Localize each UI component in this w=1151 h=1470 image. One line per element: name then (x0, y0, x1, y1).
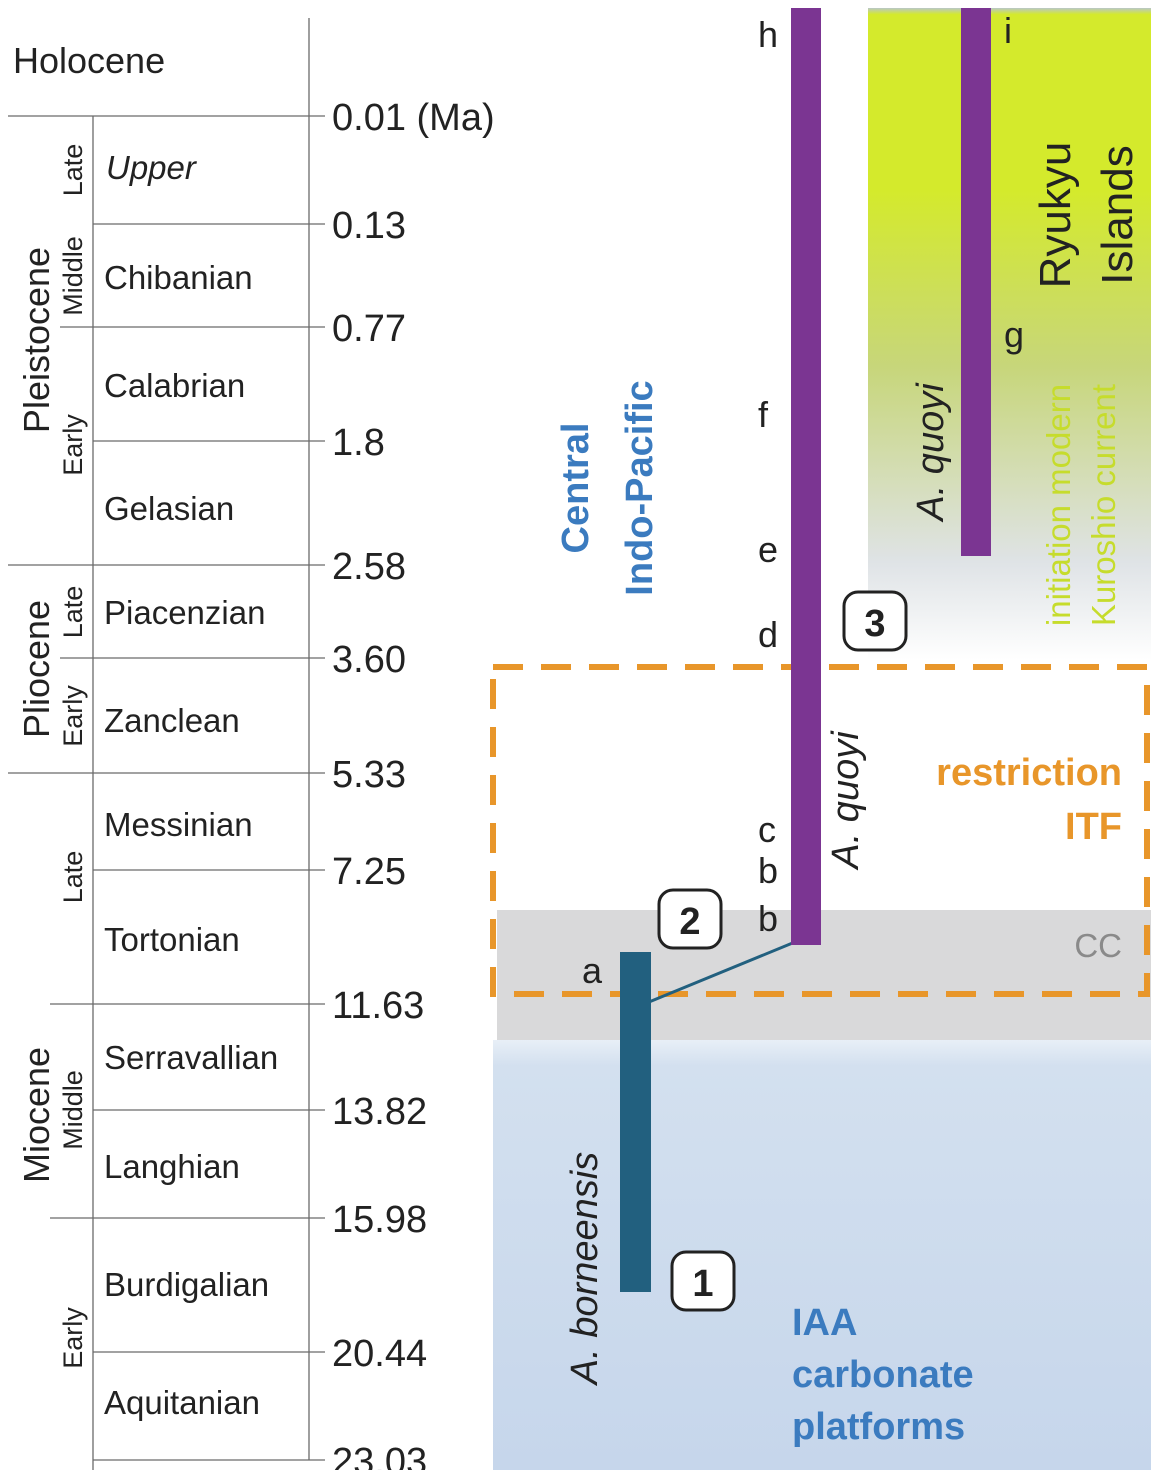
range-bar-quoyi-ryukyu (961, 8, 991, 556)
text-line: Islands (1093, 145, 1142, 284)
taxon-label: A. quoyi (825, 730, 867, 871)
taxon-label: A. quoyi (910, 382, 952, 523)
ryukyu-panel (868, 8, 1151, 660)
cc-label: CC (1074, 927, 1122, 964)
boundary-age-label: 15.98 (332, 1199, 427, 1241)
stage-label: Gelasian (104, 490, 234, 527)
iaa-carbonate-label: IAA carbonate platforms (792, 1302, 974, 1448)
text-line: platforms (792, 1406, 965, 1448)
iaa-platform-panel (493, 1040, 1151, 1470)
cc-band (497, 910, 1151, 1040)
stage-label: Messinian (104, 806, 253, 843)
occurrence-letter: g (1004, 314, 1024, 355)
stage-label: Upper (106, 149, 198, 186)
boundary-age-label: 7.25 (332, 851, 406, 893)
stage-label: Serravallian (104, 1039, 278, 1076)
occurrence-letter: c (758, 809, 776, 850)
occurrence-letter: f (758, 394, 769, 435)
itf-restriction-label: restriction ITF (936, 752, 1122, 848)
ryukyu-islands-label: Ryukyu Islands (1031, 142, 1142, 289)
epoch-label: Pleistocene (16, 247, 57, 433)
epoch-label: Pliocene (16, 600, 57, 738)
occurrence-letter: h (758, 14, 778, 55)
range-bar-borneensis (620, 952, 651, 1292)
boundary-age-label: 0.77 (332, 308, 406, 350)
kuroshio-current-label: initiation modern Kuroshio current (1040, 384, 1122, 626)
text-line: initiation modern (1040, 384, 1077, 626)
lineage-link (648, 940, 796, 1004)
occurrence-letter: b (758, 898, 778, 939)
boundary-age-label: 0.13 (332, 205, 406, 247)
range-bar-quoyi-cip (791, 8, 821, 945)
occurrence-letter: i (1004, 10, 1012, 51)
stage-label: Calabrian (104, 367, 245, 404)
text-line: carbonate (792, 1354, 974, 1396)
text-line: Ryukyu (1031, 142, 1080, 289)
stage-label: Chibanian (104, 259, 253, 296)
subepoch-label: Late (58, 586, 88, 639)
occurrence-letter: d (758, 614, 778, 655)
boundary-age-label: 2.58 (332, 546, 406, 588)
itf-restriction-box (490, 664, 1150, 997)
occurrence-letter: a (582, 950, 603, 991)
epoch-label: Holocene (13, 40, 165, 81)
stage-label: Aquitanian (104, 1384, 260, 1421)
subepoch-label: Late (58, 851, 88, 904)
text-line: ITF (1065, 806, 1122, 848)
event-badge-label: 1 (692, 1263, 713, 1305)
boundary-age-label: 0.01 (Ma) (332, 97, 495, 139)
text-line: Kuroshio current (1085, 384, 1122, 626)
boundary-age-label: 11.63 (332, 985, 424, 1027)
boundary-age-label: 23.03 (332, 1441, 427, 1470)
epoch-label: Miocene (16, 1047, 57, 1183)
event-badge-2 (657, 888, 723, 950)
stage-label: Burdigalian (104, 1266, 269, 1303)
boundary-age-label: 20.44 (332, 1333, 427, 1375)
occurrence-letter: b (758, 850, 778, 891)
subepoch-label: Late (58, 144, 88, 197)
text-line: Indo-Pacific (619, 380, 661, 595)
stage-label: Piacenzian (104, 594, 265, 631)
stage-label: Langhian (104, 1148, 240, 1185)
text-line: Central (555, 423, 597, 554)
event-badge-1 (670, 1250, 736, 1312)
event-badge-label: 3 (864, 603, 885, 645)
boundary-age-label: 1.8 (332, 422, 385, 464)
subepoch-label: Early (58, 1307, 88, 1369)
subepoch-label: Early (58, 685, 88, 747)
event-badge-3 (842, 590, 908, 652)
event-badge-label: 2 (679, 901, 700, 943)
time-scale-table (8, 18, 325, 1470)
boundary-age-label: 5.33 (332, 754, 406, 796)
text-line: IAA (792, 1302, 857, 1344)
occurrence-letter: e (758, 529, 778, 570)
stage-label: Zanclean (104, 702, 240, 739)
subepoch-label: Early (58, 414, 88, 476)
subepoch-label: Middle (58, 236, 88, 316)
taxon-label: A. borneensis (564, 1152, 606, 1386)
stage-label: Tortonian (104, 921, 240, 958)
subepoch-label: Middle (58, 1070, 88, 1150)
boundary-age-label: 13.82 (332, 1091, 427, 1133)
text-line: restriction (936, 752, 1122, 794)
boundary-age-label: 3.60 (332, 639, 406, 681)
central-indo-pacific-label: Central Indo-Pacific (555, 380, 661, 595)
